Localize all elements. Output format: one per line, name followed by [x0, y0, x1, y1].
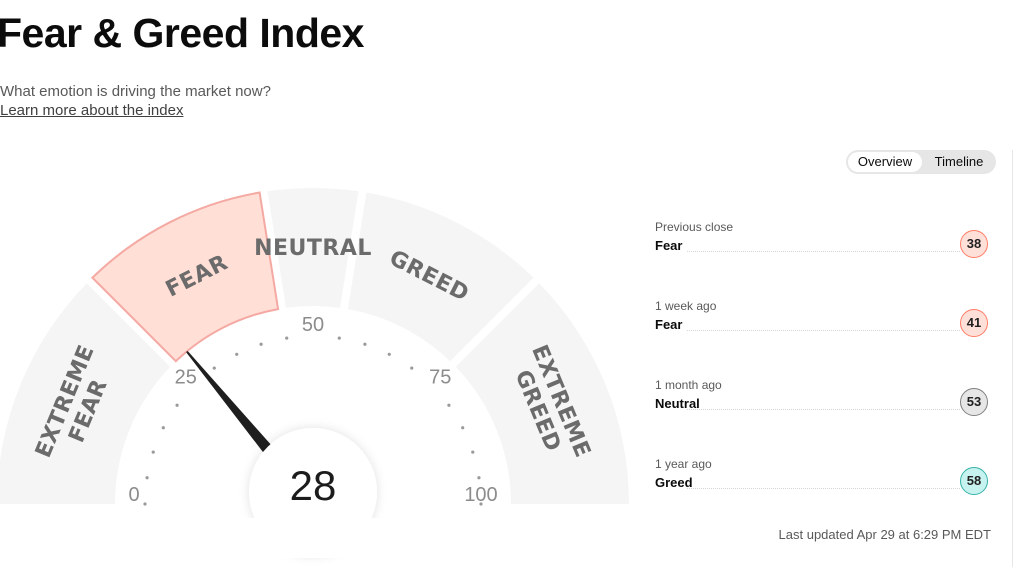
gauge-tick-dots [143, 336, 483, 506]
divider [1012, 150, 1013, 567]
dotted-leader [687, 251, 960, 252]
history-row-1-month-ago: 1 month ago Neutral 53 [655, 378, 992, 428]
tick-label-0: 0 [128, 484, 139, 506]
dotted-leader [687, 330, 960, 331]
history-rating: Fear [655, 238, 683, 253]
history-row-previous-close: Previous close Fear 38 [655, 220, 992, 270]
gauge-hub: 28 [233, 428, 393, 558]
view-toggle: Overview Timeline [846, 150, 996, 174]
gauge-tick-labels: 0 25 50 75 100 [128, 314, 497, 506]
tick-dot [259, 342, 263, 346]
tick-label-50: 50 [302, 314, 324, 336]
segment-greed [347, 192, 534, 362]
tick-dot [471, 450, 475, 454]
tick-dot [235, 352, 239, 356]
hub-mask [233, 518, 393, 558]
segment-label-neutral: NEUTRAL [254, 236, 372, 261]
tab-overview[interactable]: Overview [848, 152, 922, 172]
learn-more-link[interactable]: Learn more about the index [0, 102, 184, 119]
tick-label-100: 100 [464, 484, 497, 506]
tick-dot [151, 450, 155, 454]
segment-neutral [267, 188, 359, 308]
tick-dot [479, 502, 483, 506]
tick-label-75: 75 [429, 367, 451, 389]
tick-dot [387, 352, 391, 356]
history-label: 1 month ago [655, 378, 722, 392]
segment-extreme-fear [0, 283, 171, 504]
page-subtitle: What emotion is driving the market now? [0, 83, 271, 100]
history-row-1-week-ago: 1 week ago Fear 41 [655, 299, 992, 349]
tick-dot [410, 366, 414, 370]
history-value-badge: 53 [960, 388, 988, 416]
tick-dot [145, 476, 149, 480]
tick-dot [143, 502, 147, 506]
tick-dot [175, 403, 179, 407]
history-label: 1 week ago [655, 299, 717, 313]
page-title: Fear & Greed Index [0, 10, 364, 56]
dotted-leader [687, 488, 960, 489]
history-rating: Neutral [655, 396, 700, 411]
history-rating: Fear [655, 317, 683, 332]
history-rating: Greed [655, 475, 693, 490]
history-value-badge: 38 [960, 230, 988, 258]
history-label: 1 year ago [655, 457, 712, 471]
tick-dot [212, 366, 216, 370]
tick-dot [161, 426, 165, 430]
history-value-badge: 58 [960, 467, 988, 495]
segment-extreme-greed [455, 283, 629, 504]
gauge-segments [0, 188, 629, 504]
tick-dot [477, 476, 481, 480]
tab-timeline[interactable]: Timeline [934, 154, 984, 169]
history-value-badge: 41 [960, 309, 988, 337]
history-row-1-year-ago: 1 year ago Greed 58 [655, 457, 992, 507]
tick-dot [363, 342, 367, 346]
tick-dot [461, 426, 465, 430]
tick-dot [447, 403, 451, 407]
dotted-leader [687, 409, 960, 410]
gauge-value: 28 [290, 462, 337, 509]
tick-dot [285, 336, 289, 340]
segment-fear [90, 191, 280, 363]
tick-label-25: 25 [175, 367, 197, 389]
last-updated: Last updated Apr 29 at 6:29 PM EDT [778, 527, 991, 542]
history-label: Previous close [655, 220, 734, 234]
tick-dot [337, 336, 341, 340]
